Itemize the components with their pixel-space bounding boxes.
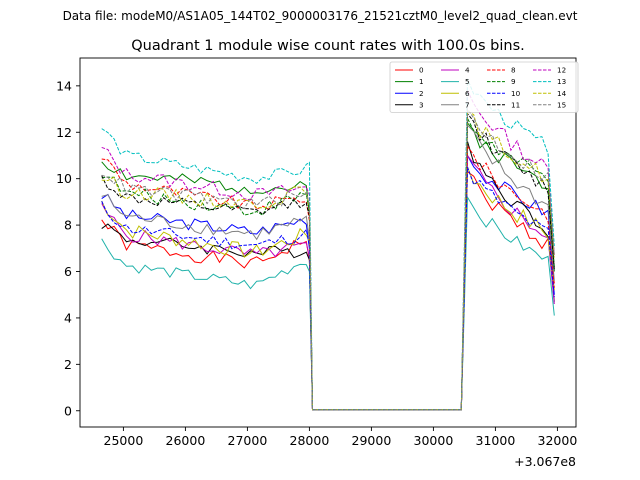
legend-label-12: 12 [557,66,566,75]
legend-label-15: 15 [557,100,566,109]
legend-label-6: 6 [465,89,470,98]
legend-label-8: 8 [511,66,516,75]
series-line-15 [101,107,555,411]
series-line-13 [101,78,555,411]
x-tick-label: 29000 [352,433,392,448]
legend-label-4: 4 [465,66,470,75]
series-line-0 [101,170,555,411]
chart-title: Quadrant 1 module wise count rates with … [131,38,525,54]
legend-label-11: 11 [511,100,520,109]
y-tick-label: 2 [64,357,72,372]
y-tick-label: 0 [64,403,72,418]
axes-layer: 25000 26000 27000 28000 29000 30000 31000 32000… [56,57,578,448]
legend-label-10: 10 [511,89,521,98]
legend-label-5: 5 [465,77,470,86]
legend-label-7: 7 [465,100,470,109]
series-line-11 [101,112,555,411]
series-layer [101,78,555,411]
x-tick-label: 32000 [538,433,578,448]
legend-label-0: 0 [419,66,424,75]
x-tick-label: 30000 [414,433,454,448]
y-tick-label: 12 [56,125,72,140]
y-tick-label: 4 [64,310,72,325]
legend-label-3: 3 [419,100,424,109]
y-tick-label: 6 [64,264,72,279]
x-tick-label: 31000 [476,433,516,448]
legend-label-2: 2 [419,89,424,98]
y-tick-label: 10 [56,171,72,186]
series-line-12 [101,90,555,411]
series-line-10 [101,166,555,411]
legend-label-14: 14 [557,89,567,98]
series-line-7 [101,124,555,411]
axes-frame [79,57,577,428]
series-line-1 [101,121,555,411]
suptitle: Data file: modeM0/AS1A05_144T02_90000031… [63,9,578,23]
series-line-9 [101,118,555,411]
series-line-14 [101,110,555,411]
x-offset-label: +3.067e8 [514,454,576,469]
series-line-5 [101,195,555,411]
legend-label-9: 9 [511,77,516,86]
legend-label-1: 1 [419,77,424,86]
x-tick-label: 28000 [290,433,330,448]
legend-label-13: 13 [557,77,566,86]
y-tick-label: 14 [56,78,72,93]
x-tick-label: 25000 [104,433,144,448]
legend-frame [389,61,579,113]
y-tick-label: 8 [64,218,72,233]
plot-area [80,58,576,427]
x-tick-label: 26000 [166,433,206,448]
x-tick-label: 27000 [228,433,268,448]
